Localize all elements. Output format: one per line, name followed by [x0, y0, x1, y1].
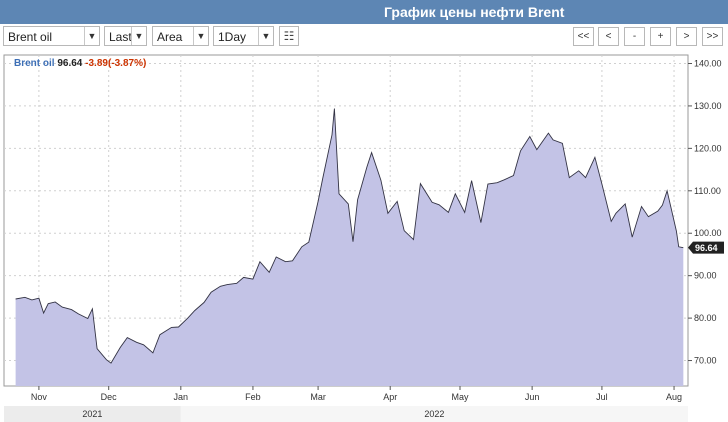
interval-select[interactable]: 1Day ▼ [213, 26, 274, 46]
x-tick-label: Jan [174, 392, 189, 402]
chart-type-select-value: Area [157, 30, 183, 44]
x-tick-label: Mar [310, 392, 326, 402]
y-tick-label: 110.00 [694, 186, 721, 196]
x-tick-label: Feb [245, 392, 261, 402]
chevron-down-icon: ▼ [193, 27, 208, 45]
y-tick-label: 140.00 [694, 58, 722, 68]
interval-select-value: 1Day [218, 30, 247, 44]
nav-next-button[interactable]: > [676, 27, 697, 46]
price-line [15, 108, 684, 364]
nav-prev-button[interactable]: < [598, 27, 619, 46]
chevron-down-icon: ▼ [131, 27, 146, 45]
x-tick-label: Jun [525, 392, 540, 402]
nav-first-button[interactable]: << [573, 27, 594, 46]
year-band [4, 406, 181, 422]
last-value-marker [688, 241, 724, 254]
y-tick-label: 120.00 [694, 143, 722, 153]
x-tick-label: May [451, 392, 469, 402]
chevron-down-icon: ▼ [84, 27, 99, 45]
title-bar: График цены нефти Brent [0, 0, 728, 24]
toolbar: Brent oil ▼ Last ▼ Area ▼ 1Day ▼ ☷ << < … [0, 24, 728, 50]
legend-last-value: 96.64 [57, 58, 83, 69]
y-tick-label: 70.00 [694, 356, 717, 366]
year-label: 2021 [82, 409, 102, 419]
zoom-out-button[interactable]: - [624, 27, 645, 46]
instrument-select[interactable]: Brent oil ▼ [3, 26, 100, 46]
legend-change: -3.89(-3.87%) [85, 58, 147, 69]
instrument-select-value: Brent oil [8, 30, 53, 44]
x-tick-label: Jul [596, 392, 608, 402]
x-tick-label: Apr [383, 392, 397, 402]
table-icon: ☷ [283, 29, 295, 43]
year-label: 2022 [424, 409, 444, 419]
x-tick-label: Dec [101, 392, 118, 402]
chart-title: График цены нефти Brent [384, 4, 565, 20]
price-type-select[interactable]: Last ▼ [104, 26, 147, 46]
table-view-button[interactable]: ☷ [279, 26, 299, 46]
nav-last-button[interactable]: >> [702, 27, 723, 46]
y-tick-label: 100.00 [694, 228, 722, 238]
chart-legend: Brent oil 96.64 -3.89(-3.87%) [14, 58, 146, 69]
chevron-down-icon: ▼ [258, 27, 273, 45]
chart-type-select[interactable]: Area ▼ [152, 26, 209, 46]
x-tick-label: Nov [31, 392, 48, 402]
y-tick-label: 90.00 [694, 271, 717, 281]
x-tick-label: Aug [666, 392, 682, 402]
price-chart[interactable]: 70.00 80.00 90.00 100.00 110.00 120.00 130.00 1… [0, 50, 728, 422]
year-band [180, 406, 688, 422]
legend-series-name: Brent oil [14, 58, 55, 69]
price-area [15, 108, 684, 386]
price-type-select-value: Last [109, 30, 132, 44]
last-value-label: 96.64 [695, 243, 718, 253]
y-tick-label: 130.00 [694, 101, 722, 111]
y-tick-label: 80.00 [694, 313, 717, 323]
zoom-in-button[interactable]: + [650, 27, 671, 46]
